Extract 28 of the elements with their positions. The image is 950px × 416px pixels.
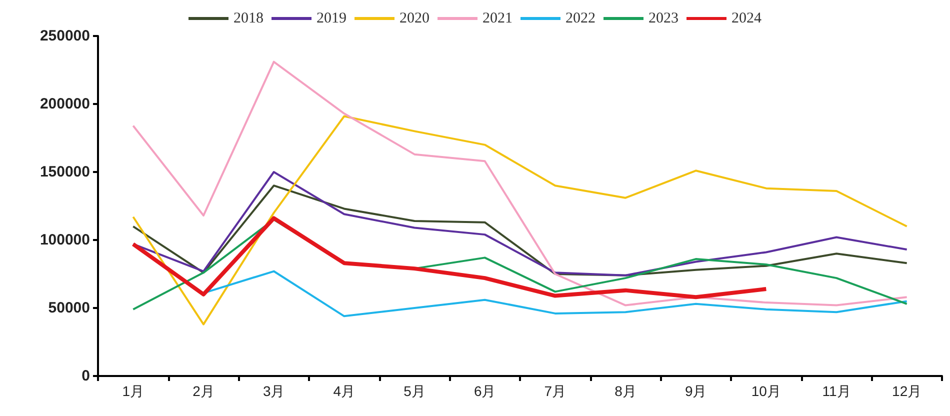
legend-label: 2020 (400, 10, 430, 26)
x-tick-label: 6月 (474, 383, 496, 399)
x-tick-label: 2月 (192, 383, 214, 399)
y-tick-label: 150000 (40, 164, 90, 180)
line-series (131, 216, 768, 300)
x-tick-label: 10月 (751, 383, 781, 399)
x-tick-label: 5月 (404, 383, 426, 399)
x-tick-label: 3月 (262, 383, 285, 399)
y-tick-label: 250000 (40, 28, 90, 44)
legend-label: 2023 (648, 10, 678, 26)
x-tick-label: 11月 (822, 383, 851, 399)
x-tick-label: 4月 (333, 383, 356, 399)
x-tick-label: 7月 (544, 383, 566, 399)
x-tick-label: 8月 (614, 383, 636, 399)
legend-label: 2018 (234, 10, 264, 26)
line-series (132, 115, 908, 326)
legend-label: 2022 (566, 10, 596, 26)
x-tick-label: 9月 (684, 383, 707, 399)
y-tick-label: 200000 (40, 96, 90, 112)
x-tick-label: 1月 (122, 383, 144, 399)
line-series (132, 60, 908, 306)
legend-label: 2019 (316, 10, 346, 26)
y-tick-label: 100000 (40, 232, 90, 248)
x-tick-label: 12月 (892, 383, 922, 399)
y-tick-label: 50000 (48, 300, 90, 316)
legend-label: 2024 (732, 10, 762, 26)
legend-label: 2021 (482, 10, 512, 26)
y-tick-label: 0 (82, 368, 90, 384)
